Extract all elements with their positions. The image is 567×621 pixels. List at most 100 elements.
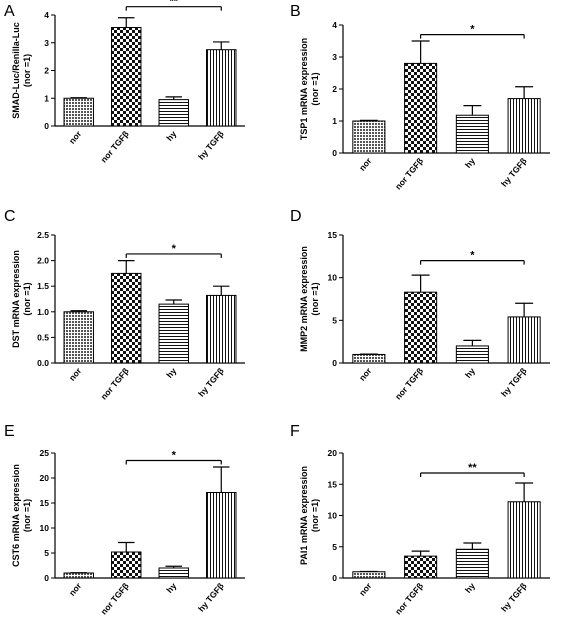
bar	[352, 353, 386, 364]
panel-letter: A	[4, 3, 15, 20]
bar	[63, 572, 94, 579]
panel-letter: B	[290, 3, 301, 20]
category-label: nor TGFβ	[99, 581, 131, 617]
category-label: hy TGFβ	[499, 366, 529, 399]
y-tick-label: 10	[328, 511, 338, 521]
significance-label: *	[470, 250, 475, 262]
y-axis-label: DST mRNA expression	[11, 250, 21, 348]
category-label: hy	[463, 156, 477, 170]
y-tick-label: 1	[332, 116, 337, 126]
bar	[507, 316, 541, 364]
y-axis-label: SMAD-Luc/Renilla-Luc	[11, 22, 21, 119]
bar	[404, 62, 438, 154]
category-label: nor TGFβ	[393, 366, 425, 402]
y-tick-label: 0.0	[37, 358, 49, 368]
y-tick-label: 15	[40, 498, 50, 508]
y-tick-label: 10	[328, 273, 338, 283]
y-tick-label: 20	[328, 448, 338, 458]
category-label: nor	[357, 580, 374, 597]
y-axis-label: (nor =1)	[22, 282, 32, 315]
bar	[404, 291, 438, 364]
y-tick-label: 5	[44, 548, 49, 558]
y-tick-label: 3	[44, 38, 49, 48]
bar	[158, 567, 189, 579]
category-label: nor	[67, 365, 84, 382]
category-label: hy	[164, 581, 178, 595]
y-tick-label: 10	[40, 523, 50, 533]
category-label: hy TGFβ	[196, 366, 226, 399]
bar	[455, 345, 489, 364]
y-tick-label: 20	[40, 473, 50, 483]
y-tick-label: 25	[40, 448, 50, 458]
significance-label: *	[470, 24, 475, 36]
bar	[111, 272, 142, 364]
panel-c: C 0.0 0.5 1.0 1.5 2.0 2.5 DST mRNA expression (n…	[4, 208, 245, 402]
category-label: nor TGFβ	[99, 129, 131, 165]
y-axis-label: TSP1 mRNA expression	[299, 38, 309, 140]
y-tick-label: 0.5	[37, 332, 49, 342]
panel-e: E 0 5 10 15 20 25 CST6 mRNA expression (nor =1) n…	[4, 423, 245, 617]
bar	[206, 492, 237, 579]
significance-label: **	[468, 462, 477, 474]
significance-label: *	[172, 450, 177, 462]
bar	[206, 49, 237, 127]
category-label: hy	[164, 129, 178, 143]
category-label: nor	[67, 128, 84, 145]
bar	[158, 99, 189, 127]
category-label: hy	[164, 366, 178, 380]
y-tick-label: 15	[328, 230, 338, 240]
y-tick-label: 2.0	[37, 256, 49, 266]
panel-letter: D	[290, 208, 302, 225]
bar	[455, 548, 489, 579]
y-tick-label: 2	[332, 84, 337, 94]
y-tick-label: 4	[332, 20, 337, 30]
y-tick-label: 0	[44, 121, 49, 131]
bar	[507, 501, 541, 579]
y-axis-label: PAI1 mRNA expression	[299, 466, 309, 565]
panel-d: D 0 5 10 15 MMP2 mRNA expression (nor =1) nor no…	[290, 208, 550, 402]
bar	[404, 555, 438, 579]
y-axis-label: (nor =1)	[310, 72, 320, 105]
y-tick-label: 0	[332, 358, 337, 368]
bar	[63, 97, 94, 127]
y-axis-label: MMP2 mRNA expression	[299, 246, 309, 352]
y-tick-label: 0	[332, 148, 337, 158]
y-tick-label: 15	[328, 479, 338, 489]
panel-b: B 0 1 2 3 4 TSP1 mRNA expression (nor =1) nor nor…	[290, 3, 550, 192]
y-axis-label: CST6 mRNA expression	[11, 464, 21, 567]
category-label: nor TGFβ	[99, 366, 131, 402]
y-axis-label: (nor =1)	[22, 499, 32, 532]
category-label: hy	[463, 581, 477, 595]
bar	[352, 120, 386, 154]
category-label: hy	[463, 366, 477, 380]
panel-letter: E	[4, 423, 15, 440]
category-label: nor TGFβ	[393, 581, 425, 617]
panel-letter: C	[4, 208, 16, 225]
category-label: hy TGFβ	[196, 581, 226, 614]
bar	[455, 114, 489, 154]
panel-f: F 0 5 10 15 20 PAI1 mRNA expression (nor =1) nor…	[290, 423, 550, 617]
bar	[158, 303, 189, 364]
category-label: hy TGFβ	[499, 581, 529, 614]
y-tick-label: 2	[44, 66, 49, 76]
category-label: hy TGFβ	[196, 129, 226, 162]
y-tick-label: 1	[44, 93, 49, 103]
category-label: nor	[357, 365, 374, 382]
bar	[352, 571, 386, 579]
bar	[63, 311, 94, 364]
y-tick-label: 1.5	[37, 281, 49, 291]
y-tick-label: 5	[332, 542, 337, 552]
y-axis-label: (nor =1)	[310, 282, 320, 315]
y-tick-label: 5	[332, 315, 337, 325]
y-tick-label: 0	[332, 573, 337, 583]
bar	[111, 551, 142, 579]
significance-label: **	[169, 0, 178, 8]
y-tick-label: 0	[44, 573, 49, 583]
category-label: nor	[67, 580, 84, 597]
y-tick-label: 4	[44, 10, 49, 20]
panel-letter: F	[290, 423, 300, 440]
bar	[507, 98, 541, 154]
significance-label: *	[172, 243, 177, 255]
bar	[206, 294, 237, 364]
